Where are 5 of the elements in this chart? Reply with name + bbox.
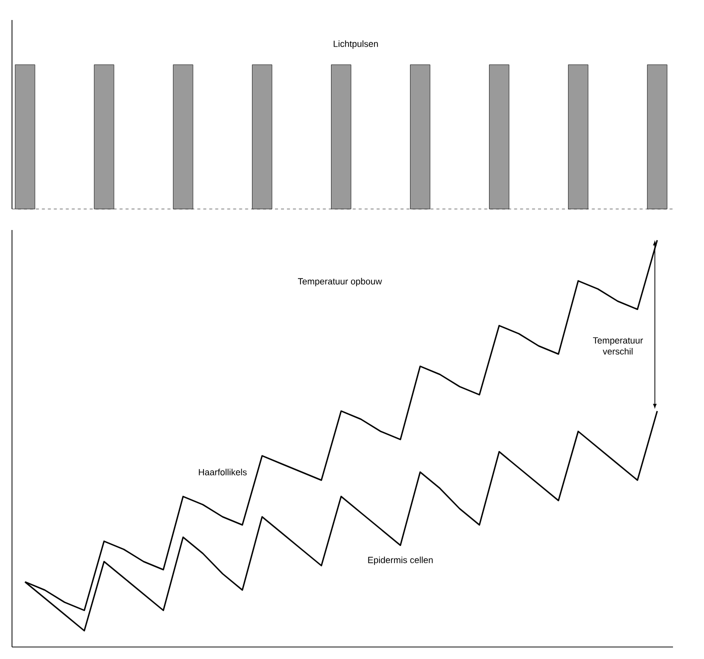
chart-title: Lichtpulsen — [334, 40, 378, 49]
annotation: Temperatuur verschil — [592, 337, 643, 355]
series-label: Epidermis cellen — [368, 556, 433, 565]
text: Temperatuur opbouw — [298, 278, 382, 286]
series-label: Haarfollikels — [198, 468, 247, 476]
